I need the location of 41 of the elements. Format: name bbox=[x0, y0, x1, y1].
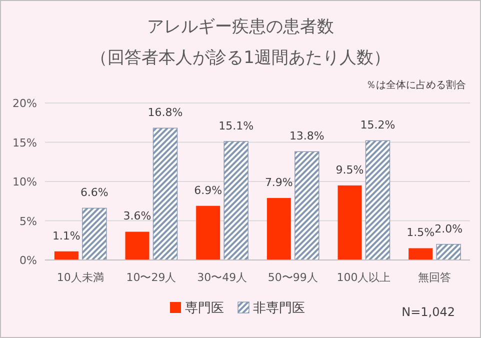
data-label: 16.8% bbox=[148, 106, 183, 120]
x-tick-label: 10人未満 bbox=[56, 271, 104, 284]
bar bbox=[338, 185, 362, 260]
bar bbox=[224, 141, 248, 260]
bar bbox=[266, 198, 291, 260]
data-label: 13.8% bbox=[289, 130, 324, 143]
y-tick-label: 0% bbox=[20, 254, 37, 267]
bar bbox=[436, 244, 461, 260]
y-tick-label: 15% bbox=[12, 136, 37, 150]
x-tick-label: 10〜29人 bbox=[126, 271, 176, 284]
y-tick-label: 10% bbox=[12, 176, 37, 188]
data-label: 15.2% bbox=[360, 118, 396, 132]
chart-subtitle: （回答者本人が診る1週間あたり人数） bbox=[90, 48, 390, 68]
data-label: 6.9% bbox=[194, 184, 222, 197]
data-label: 7.9% bbox=[264, 176, 293, 189]
bar bbox=[365, 140, 390, 260]
legend-label: 専門医 bbox=[185, 301, 224, 316]
bar bbox=[294, 151, 320, 260]
text: N=1,042 bbox=[402, 305, 455, 319]
data-label: 9.5% bbox=[336, 163, 364, 176]
chart-title: アレルギー疾患の患者数 bbox=[147, 17, 334, 37]
data-label: 3.6% bbox=[123, 210, 152, 223]
data-label: 15.1% bbox=[218, 119, 254, 132]
bar bbox=[82, 208, 107, 260]
bar bbox=[152, 128, 178, 260]
bar bbox=[408, 248, 433, 260]
x-tick-label: 50〜99人 bbox=[268, 271, 318, 284]
data-label: 1.5% bbox=[406, 226, 435, 240]
data-label: 1.1% bbox=[52, 229, 80, 242]
y-tick-label: 5% bbox=[20, 214, 37, 228]
legend-label: 非専門医 bbox=[253, 301, 305, 316]
text: ％は全体に占める割合 bbox=[366, 79, 466, 91]
x-tick-label: 無回答 bbox=[418, 271, 452, 284]
x-tick-label: 100人以上 bbox=[336, 271, 391, 284]
bar bbox=[196, 206, 220, 260]
y-tick-label: 20% bbox=[12, 97, 37, 110]
bar bbox=[54, 251, 78, 260]
bar bbox=[125, 232, 150, 260]
data-label: 6.6% bbox=[80, 186, 108, 200]
data-label: 2.0% bbox=[434, 222, 463, 236]
x-tick-label: 30〜49人 bbox=[197, 271, 248, 284]
